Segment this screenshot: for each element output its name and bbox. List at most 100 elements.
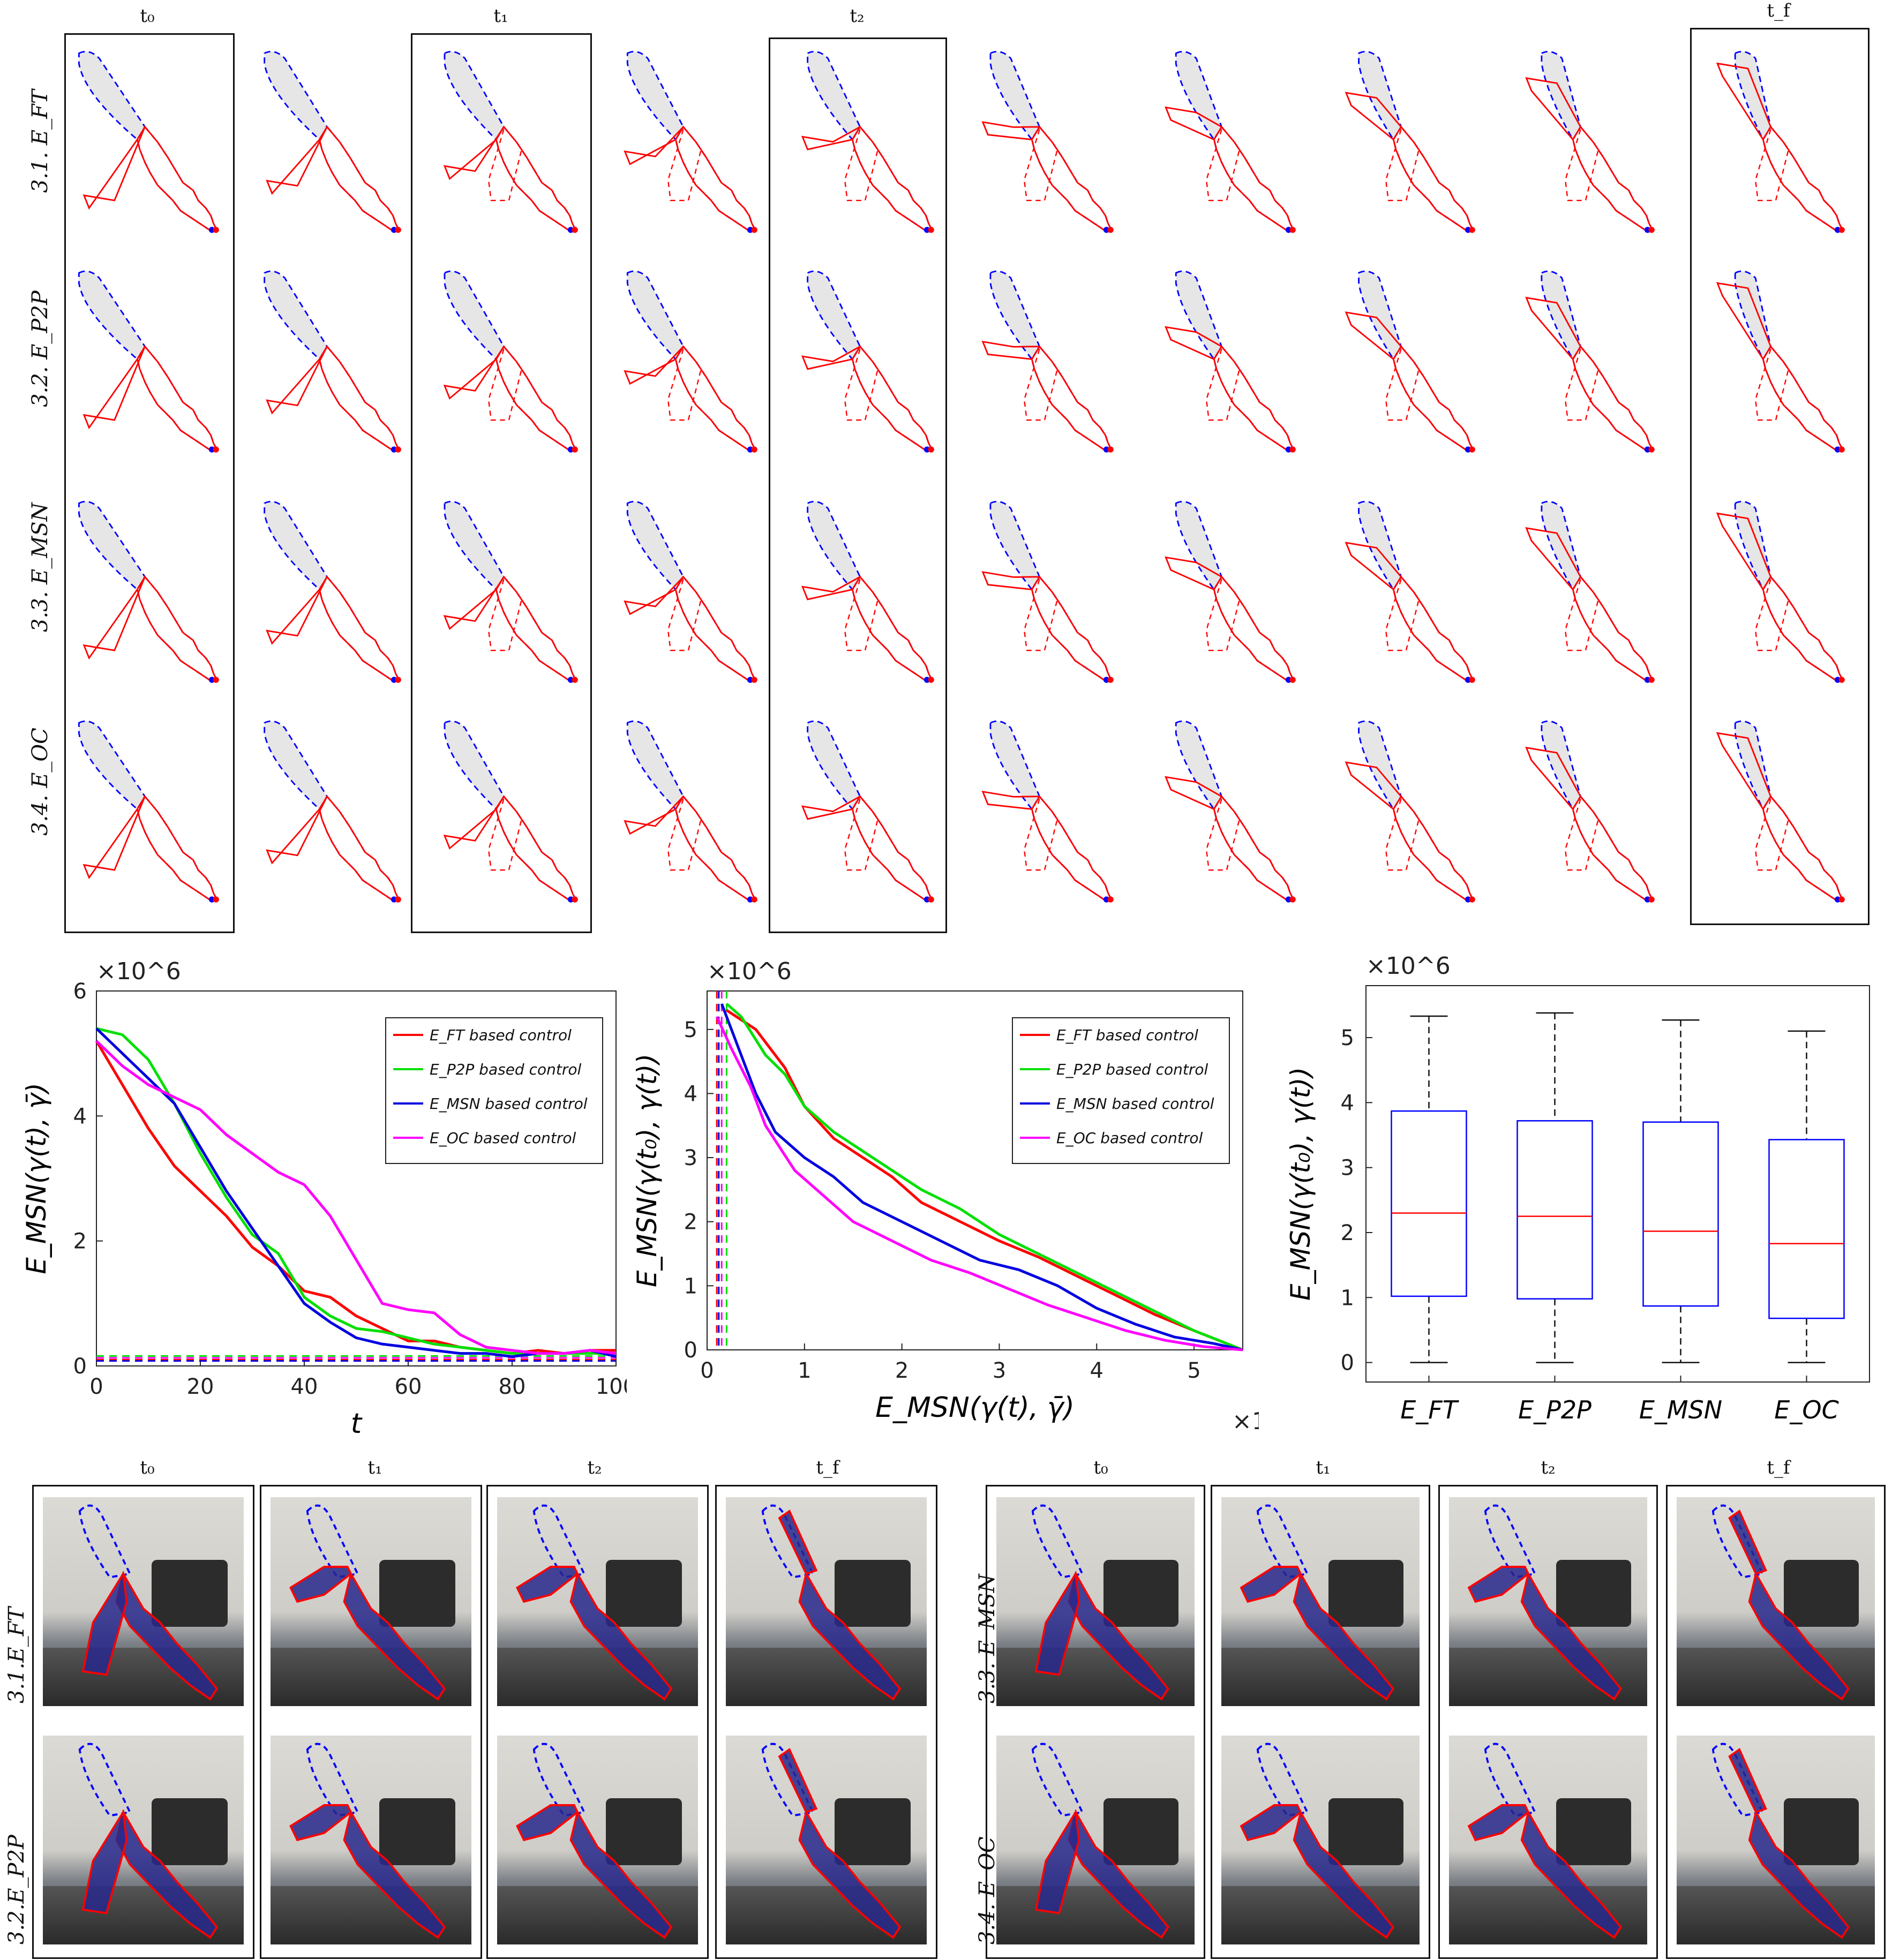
legend-label: E_P2P based control [430,1061,581,1078]
target-shape [1175,720,1223,811]
current-contour [266,795,400,902]
photo1-col-t2: t₂ [587,1457,602,1478]
sim-tile [1716,500,1845,683]
cloth-flap [1034,1809,1080,1914]
initial-contour [1754,129,1789,201]
cloth-overlay [78,1743,219,1939]
target-shape [264,720,328,810]
grasp-point-red [1107,446,1114,453]
current-contour [266,125,400,232]
y-tick-label: 4 [684,1082,697,1106]
cloth [798,1809,902,1939]
row-label-eft: 3.1. E_FT [28,89,52,193]
photo-frame [715,1485,937,1959]
sim-tile [1345,270,1475,453]
target-contour [1031,1743,1084,1817]
grasp-point-red [928,446,934,453]
cloth [115,1571,219,1701]
cloth [1068,1571,1169,1701]
current-contour [981,121,1112,232]
photo-frame [486,1485,709,1959]
grasp-point-red [1838,227,1845,233]
x-axis-label: E_MSN(γ(t), γ̄) [875,1392,1075,1424]
col-label-t0: t₀ [140,5,155,27]
current-contour [443,125,576,232]
initial-contour [844,579,879,651]
sim-tile [801,270,934,453]
y-axis-label: E_MSN(γ(t₀), γ(t)) [632,1054,663,1287]
target-contour [1762,345,1843,452]
target-shape [1541,720,1582,811]
sim-tile [624,270,757,453]
current-contour [1716,732,1843,902]
target-contour [1031,1504,1084,1579]
target-contour [851,125,933,232]
initial-contour [1564,579,1599,651]
x-tick-label: 40 [291,1375,318,1399]
grasp-point-red [1469,677,1475,683]
initial-contour [1023,579,1058,651]
initial-contour [1205,579,1240,651]
legend [1012,1017,1230,1164]
grasp-point-red [751,446,757,453]
cloth [343,1809,446,1939]
current-contour [801,345,933,452]
target-contour [532,1743,586,1817]
current-contour [1345,761,1474,902]
target-contour [1213,575,1294,682]
current-contour [1345,542,1474,682]
target-contour [306,1743,359,1817]
target-shape [78,720,146,810]
target-shape [264,270,328,361]
category-label: E_P2P [1518,1395,1591,1424]
y-tick-label: 0 [684,1338,697,1363]
target-contour [1762,575,1843,682]
grasp-point-red [1289,446,1296,453]
grasp-point-red [1648,677,1655,683]
robot-photo [43,1497,244,1706]
current-contour [82,795,217,902]
cloth-flap [778,1510,818,1575]
sim-tile [1525,50,1655,233]
cloth [1520,1571,1622,1701]
target-shape [1175,50,1223,141]
initial-contour [1754,579,1789,651]
robot-photo [271,1497,471,1706]
robot-photo [726,1497,927,1706]
current-contour [981,341,1112,452]
initial-contour [667,129,702,201]
legend-label: E_MSN based control [430,1095,588,1113]
legend-label: E_FT based control [1056,1026,1198,1044]
series-line [725,1003,1243,1351]
grasp-point-red [1838,446,1845,453]
y-tick-label: 5 [684,1018,697,1042]
sim-tile [1165,720,1296,903]
target-shape [1734,50,1772,141]
robot-photo [1449,1736,1647,1944]
sim-tile [264,720,401,903]
target-contour [1392,795,1474,902]
robot-photo [996,1736,1195,1944]
grasp-point-red [928,227,934,233]
cloth [798,1571,902,1701]
row-label-eoc: 3.4. E_OC [28,727,52,836]
target-contour [851,575,933,682]
sim-tile [1345,500,1475,683]
cloth [569,1571,673,1701]
y-tick-label: 3 [1341,1156,1354,1181]
current-contour [1345,92,1474,232]
legend-label: E_MSN based control [1056,1095,1214,1113]
sim-tile [264,50,401,233]
cloth-flap [289,1566,352,1603]
target-contour [674,345,756,452]
photo2-col-t0: t₀ [1093,1457,1108,1478]
robot-photo [1221,1497,1420,1706]
grasp-point-red [1648,896,1655,903]
target-shape [1541,270,1582,361]
current-contour [82,575,217,682]
cloth [1520,1809,1622,1939]
current-contour [981,791,1112,902]
current-contour [82,345,217,452]
target-contour [1572,125,1653,232]
current-contour [624,345,756,452]
